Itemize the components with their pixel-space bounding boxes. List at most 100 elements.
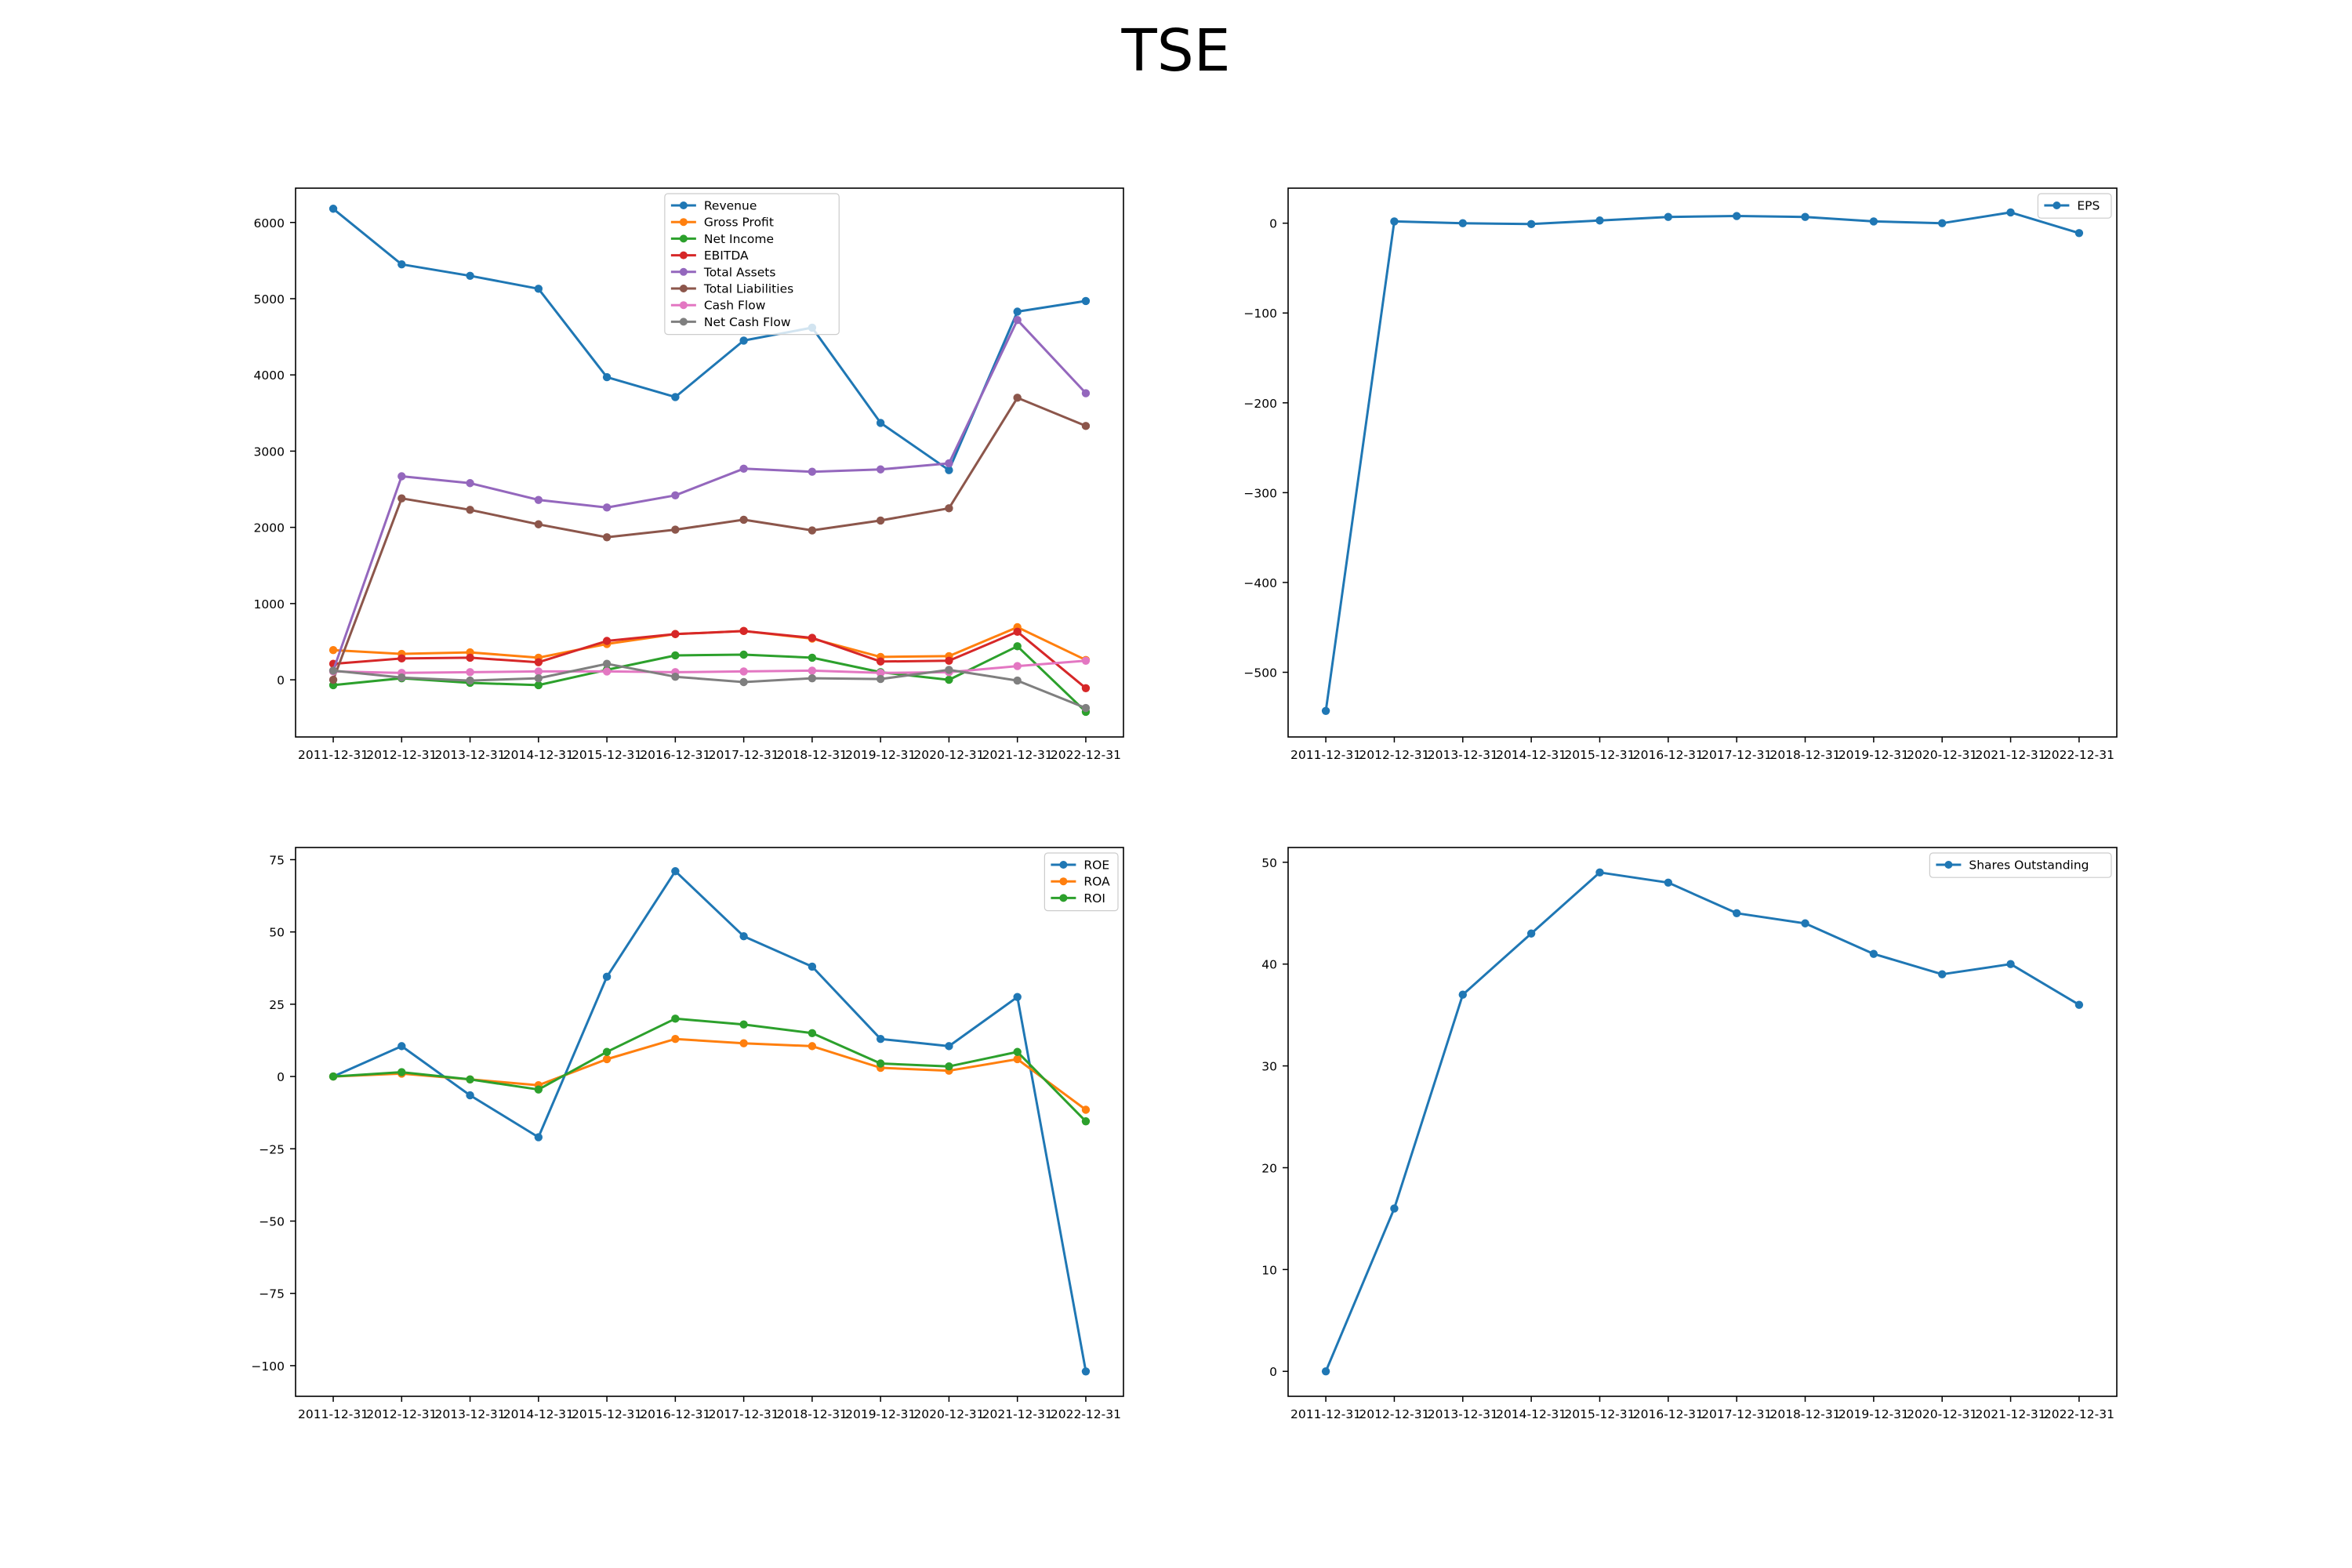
data-point bbox=[1081, 684, 1091, 692]
y-tick-label: 20 bbox=[1261, 1161, 1277, 1175]
y-tick-label: 30 bbox=[1261, 1060, 1277, 1074]
data-point bbox=[1013, 394, 1022, 402]
x-tick-label: 2017-12-31 bbox=[709, 748, 779, 762]
data-point bbox=[1081, 422, 1091, 430]
data-point bbox=[2074, 1000, 2084, 1009]
plot-frame bbox=[295, 187, 1124, 738]
legend-swatch-marker bbox=[1059, 894, 1068, 902]
y-tick-label: −100 bbox=[1243, 307, 1277, 321]
series-line bbox=[332, 396, 1087, 681]
legend-swatch-marker bbox=[1944, 861, 1953, 869]
legend-swatch-marker bbox=[1059, 861, 1068, 869]
data-point bbox=[1458, 990, 1467, 999]
y-tick-label: −75 bbox=[259, 1287, 285, 1301]
data-point bbox=[671, 651, 680, 660]
data-point bbox=[1013, 993, 1022, 1001]
y-tick-label: −300 bbox=[1243, 486, 1277, 500]
data-point bbox=[466, 479, 474, 488]
x-tick-label: 2016-12-31 bbox=[1633, 1407, 1704, 1421]
data-point bbox=[739, 515, 748, 524]
data-point bbox=[739, 677, 748, 687]
data-point bbox=[671, 867, 680, 876]
series-total-liabilities bbox=[328, 394, 1091, 684]
y-tick-label: 75 bbox=[269, 853, 285, 867]
legend-label: Shares Outstanding bbox=[1969, 858, 2089, 873]
data-point bbox=[397, 260, 406, 269]
legend-label: Total Assets bbox=[703, 265, 776, 279]
series-eps bbox=[1321, 208, 2084, 715]
data-point bbox=[945, 656, 953, 665]
y-tick-label: 25 bbox=[269, 998, 285, 1012]
data-point bbox=[1526, 929, 1536, 938]
plot-frame bbox=[1287, 847, 2118, 1397]
data-point bbox=[1664, 878, 1673, 887]
x-tick-label: 2016-12-31 bbox=[1633, 748, 1704, 762]
legend-label: EBITDA bbox=[704, 249, 749, 263]
data-point bbox=[1013, 662, 1022, 670]
chart-panel-2: −500 −400 −300 −200 −100 0 2011-12-312012-12-3… bbox=[1243, 187, 2118, 762]
data-point bbox=[466, 653, 474, 662]
chart-panel-3: −100 −75 −50 −25 0 25 50 75 2011-12-312012-12-31… bbox=[251, 847, 1124, 1421]
data-point bbox=[671, 491, 680, 500]
x-tick-label: 2022-12-31 bbox=[1051, 1407, 1121, 1421]
x-tick-label: 2015-12-31 bbox=[572, 1407, 642, 1421]
data-point bbox=[1321, 706, 1330, 715]
x-tick-label: 2019-12-31 bbox=[845, 1407, 916, 1421]
data-point bbox=[1081, 656, 1091, 665]
data-point bbox=[739, 650, 748, 659]
data-point bbox=[602, 667, 612, 676]
y-tick-label: 0 bbox=[277, 1070, 285, 1084]
data-point bbox=[534, 495, 543, 504]
data-point bbox=[876, 465, 885, 474]
legend-label: ROI bbox=[1083, 891, 1105, 906]
data-point bbox=[328, 1072, 338, 1081]
legend-label: Gross Profit bbox=[704, 216, 774, 230]
x-tick-label: 2015-12-31 bbox=[1564, 1407, 1635, 1421]
data-point bbox=[534, 285, 543, 293]
legend-box bbox=[1929, 852, 2112, 878]
y-tick-label: 1000 bbox=[254, 597, 285, 612]
data-point bbox=[1869, 949, 1878, 958]
y-tick-label: 50 bbox=[1261, 856, 1277, 870]
legend-swatch-marker bbox=[679, 251, 688, 260]
x-tick-label: 2022-12-31 bbox=[2044, 1407, 2114, 1421]
data-point bbox=[602, 533, 612, 542]
y-tick-label: 6000 bbox=[254, 216, 285, 230]
data-point bbox=[328, 645, 338, 655]
data-point bbox=[1081, 389, 1091, 397]
legend-label: Net Income bbox=[704, 232, 774, 246]
data-point bbox=[808, 962, 817, 971]
legend-swatch-marker bbox=[679, 267, 688, 276]
chart-panel-4: 0 10 20 30 40 50 2011-12-312012-12-312013-12-3… bbox=[1261, 847, 2118, 1421]
data-point bbox=[808, 633, 817, 642]
x-tick-label: 2020-12-31 bbox=[1907, 748, 1977, 762]
data-point bbox=[466, 1091, 474, 1100]
data-point bbox=[1526, 220, 1536, 229]
legend: Shares Outstanding bbox=[1929, 852, 2112, 878]
x-tick-label: 2011-12-31 bbox=[298, 748, 368, 762]
series-line bbox=[332, 644, 1087, 713]
data-point bbox=[1664, 212, 1673, 221]
x-tick-label: 2013-12-31 bbox=[1428, 748, 1498, 762]
y-tick-label: 10 bbox=[1261, 1263, 1277, 1277]
data-point bbox=[466, 668, 474, 677]
data-point bbox=[945, 666, 953, 674]
data-point bbox=[1013, 676, 1022, 685]
x-tick-label: 2012-12-31 bbox=[1359, 1407, 1429, 1421]
data-point bbox=[1938, 219, 1947, 227]
data-point bbox=[945, 459, 953, 468]
legend-box bbox=[664, 193, 840, 336]
x-tick-label: 2018-12-31 bbox=[1769, 748, 1840, 762]
x-tick-label: 2011-12-31 bbox=[298, 1407, 368, 1421]
y-tick-label: −25 bbox=[259, 1142, 285, 1156]
data-point bbox=[1869, 217, 1878, 226]
legend-label: ROE bbox=[1083, 858, 1109, 873]
x-tick-label: 2013-12-31 bbox=[435, 1407, 506, 1421]
series-line bbox=[1324, 211, 2080, 712]
data-point bbox=[739, 626, 748, 636]
data-point bbox=[397, 654, 406, 663]
data-point bbox=[876, 1034, 885, 1044]
y-tick-label: 0 bbox=[1269, 217, 1277, 231]
legend-swatch-marker bbox=[679, 285, 688, 292]
